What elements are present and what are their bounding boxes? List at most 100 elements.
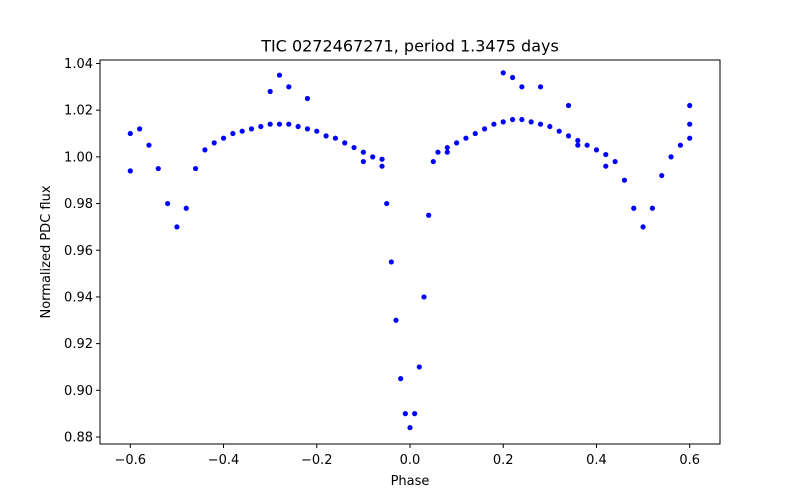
data-point: [360, 149, 366, 155]
data-point: [286, 121, 292, 127]
y-tick-label: 0.96: [64, 244, 93, 259]
data-point: [687, 121, 693, 127]
data-point: [472, 130, 478, 137]
data-point: [537, 121, 544, 127]
data-point: [612, 158, 618, 165]
data-point: [388, 259, 394, 265]
y-tick-label: 0.94: [64, 290, 93, 305]
data-point: [393, 317, 399, 323]
data-point: [649, 205, 656, 211]
data-point: [286, 84, 292, 90]
data-point: [211, 140, 217, 146]
data-point: [565, 102, 572, 109]
data-point: [342, 140, 348, 146]
data-point: [547, 123, 553, 130]
data-point: [575, 137, 581, 144]
data-point: [491, 121, 497, 127]
y-tick-label: 0.90: [64, 384, 93, 399]
data-point: [668, 154, 674, 160]
data-point: [481, 126, 488, 132]
data-point: [276, 72, 283, 78]
data-point: [575, 142, 581, 148]
data-point: [314, 128, 320, 134]
y-tick-label: 1.04: [64, 57, 93, 72]
y-tick-label: 1.00: [64, 150, 93, 165]
data-point: [677, 142, 683, 148]
x-axis-ticks: −0.6 −0.4 −0.2 0.0 0.2 0.4 0.6: [115, 444, 700, 468]
data-point: [127, 168, 133, 174]
data-point: [384, 200, 390, 207]
data-point: [370, 154, 376, 160]
data-point: [295, 123, 301, 130]
data-point: [584, 142, 590, 148]
x-axis-label: Phase: [391, 474, 430, 489]
data-point: [407, 425, 413, 431]
data-point: [379, 156, 385, 162]
data-point: [127, 130, 133, 137]
y-axis-ticks: 0.88 0.90 0.92 0.94 0.96 0.98 1.00 1.02 1.04: [64, 57, 100, 446]
data-point: [276, 121, 283, 127]
data-point: [421, 294, 427, 300]
data-point: [192, 165, 199, 172]
data-point: [509, 74, 516, 81]
data-point: [500, 70, 506, 76]
data-point: [444, 144, 450, 151]
x-tick-label: −0.4: [208, 453, 240, 468]
data-point: [444, 149, 450, 155]
data-point: [426, 212, 432, 218]
y-axis-label: Normalized PDC flux: [39, 185, 54, 318]
data-point: [267, 88, 273, 95]
data-point: [155, 165, 161, 172]
data-point: [220, 135, 227, 141]
x-tick-label: 0.6: [679, 453, 700, 468]
data-point: [430, 158, 436, 165]
data-point: [621, 177, 628, 183]
data-point: [463, 135, 469, 141]
data-point: [304, 95, 311, 102]
x-tick-label: 0.2: [493, 453, 514, 468]
data-point: [267, 121, 273, 127]
data-point: [603, 163, 609, 169]
y-tick-label: 0.92: [64, 337, 93, 352]
data-point: [360, 158, 366, 165]
data-point: [631, 205, 637, 211]
y-tick-label: 0.88: [64, 431, 93, 446]
data-point: [593, 147, 600, 153]
data-point: [164, 200, 171, 207]
data-point: [528, 119, 534, 125]
data-point: [556, 128, 562, 134]
chart-title: TIC 0272467271, period 1.3475 days: [260, 37, 559, 56]
data-point: [509, 116, 516, 123]
data-point: [351, 144, 357, 151]
data-point: [248, 126, 255, 132]
y-tick-label: 0.98: [64, 197, 93, 212]
data-point: [640, 224, 646, 230]
data-point: [454, 140, 460, 146]
data-point: [202, 147, 208, 153]
data-point: [332, 135, 339, 141]
data-point: [146, 142, 152, 148]
data-point: [239, 128, 245, 134]
data-point: [659, 172, 665, 179]
x-tick-label: 0.0: [400, 453, 421, 468]
data-point: [687, 135, 693, 141]
x-tick-label: 0.4: [586, 453, 607, 468]
data-point: [435, 149, 441, 155]
data-point: [379, 163, 385, 169]
data-point: [565, 133, 572, 139]
data-point: [304, 126, 311, 132]
x-tick-label: −0.6: [115, 453, 147, 468]
data-point: [174, 224, 180, 230]
data-point: [519, 84, 525, 90]
data-point: [183, 205, 189, 211]
x-tick-label: −0.2: [301, 453, 333, 468]
data-point: [137, 126, 143, 132]
data-point: [258, 123, 264, 130]
data-point: [603, 151, 609, 158]
data-point: [687, 102, 693, 109]
data-point: [323, 133, 329, 139]
y-tick-label: 1.02: [64, 104, 93, 119]
data-points: [127, 70, 693, 431]
data-point: [519, 116, 525, 123]
